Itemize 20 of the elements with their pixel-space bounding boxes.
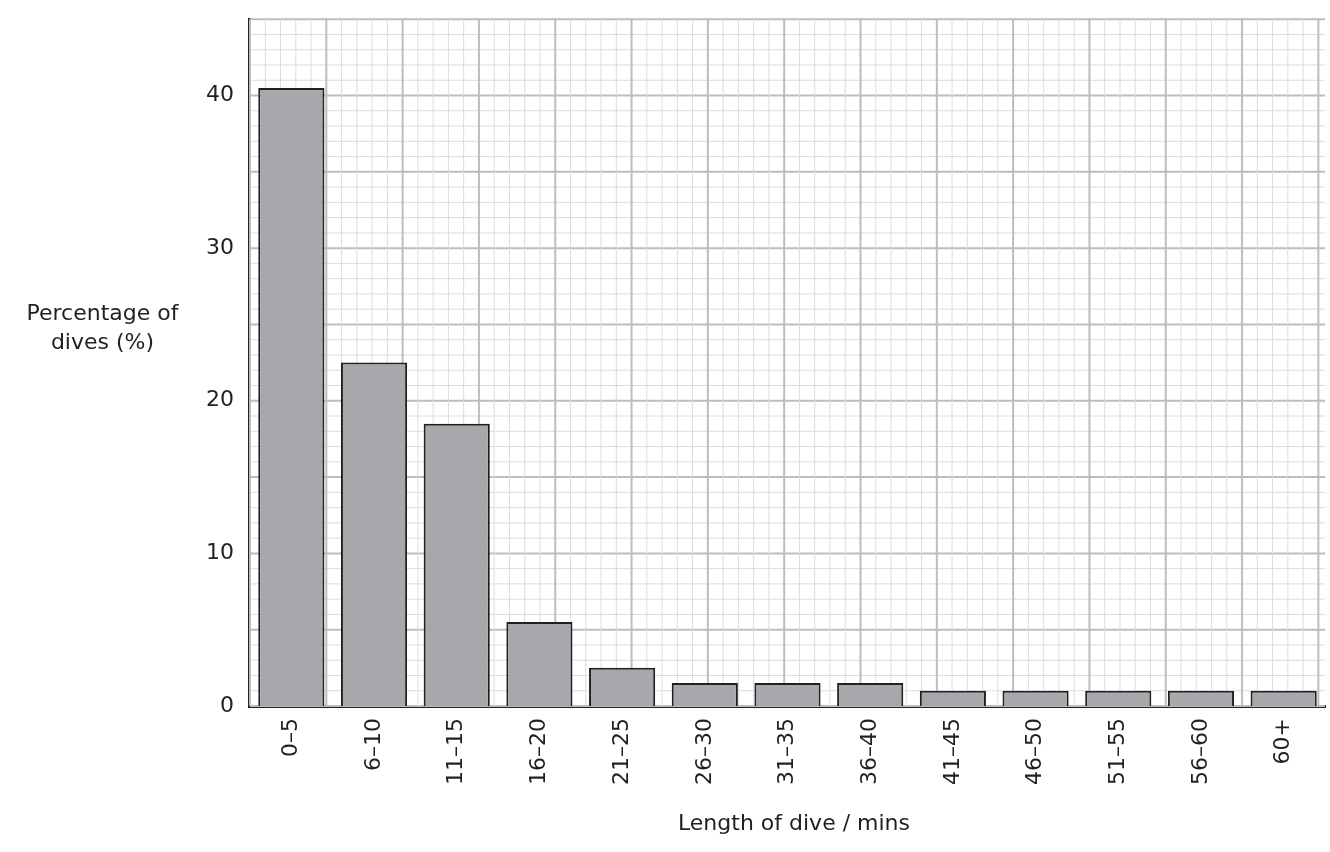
x-tick-label: 0–5 [277, 718, 303, 758]
x-tick-label: 26–30 [690, 718, 716, 786]
y-tick-label: 30 [205, 233, 234, 259]
y-axis-title: Percentage of dives (%) [25, 299, 180, 356]
x-tick-label: 11–15 [442, 718, 468, 786]
y-tick-label: 10 [205, 539, 234, 565]
y-tick-label: 40 [205, 81, 234, 107]
x-tick-label: 41–45 [938, 718, 964, 786]
x-tick-label: 21–25 [607, 718, 633, 786]
x-tick-label: 46–50 [1021, 718, 1047, 786]
x-tick-label: 6–10 [359, 718, 385, 772]
x-tick-label: 31–35 [773, 718, 799, 786]
y-tick-label: 0 [219, 691, 234, 717]
y-tick-label: 20 [205, 386, 234, 412]
x-axis-title: Length of dive / mins [676, 810, 912, 835]
x-tick-label: 51–55 [1103, 718, 1129, 786]
x-tick-label: 36–40 [855, 718, 881, 786]
x-tick-label: 16–20 [525, 718, 551, 786]
x-tick-label: 60+ [1269, 718, 1295, 765]
x-tick-label: 56–60 [1186, 718, 1212, 786]
